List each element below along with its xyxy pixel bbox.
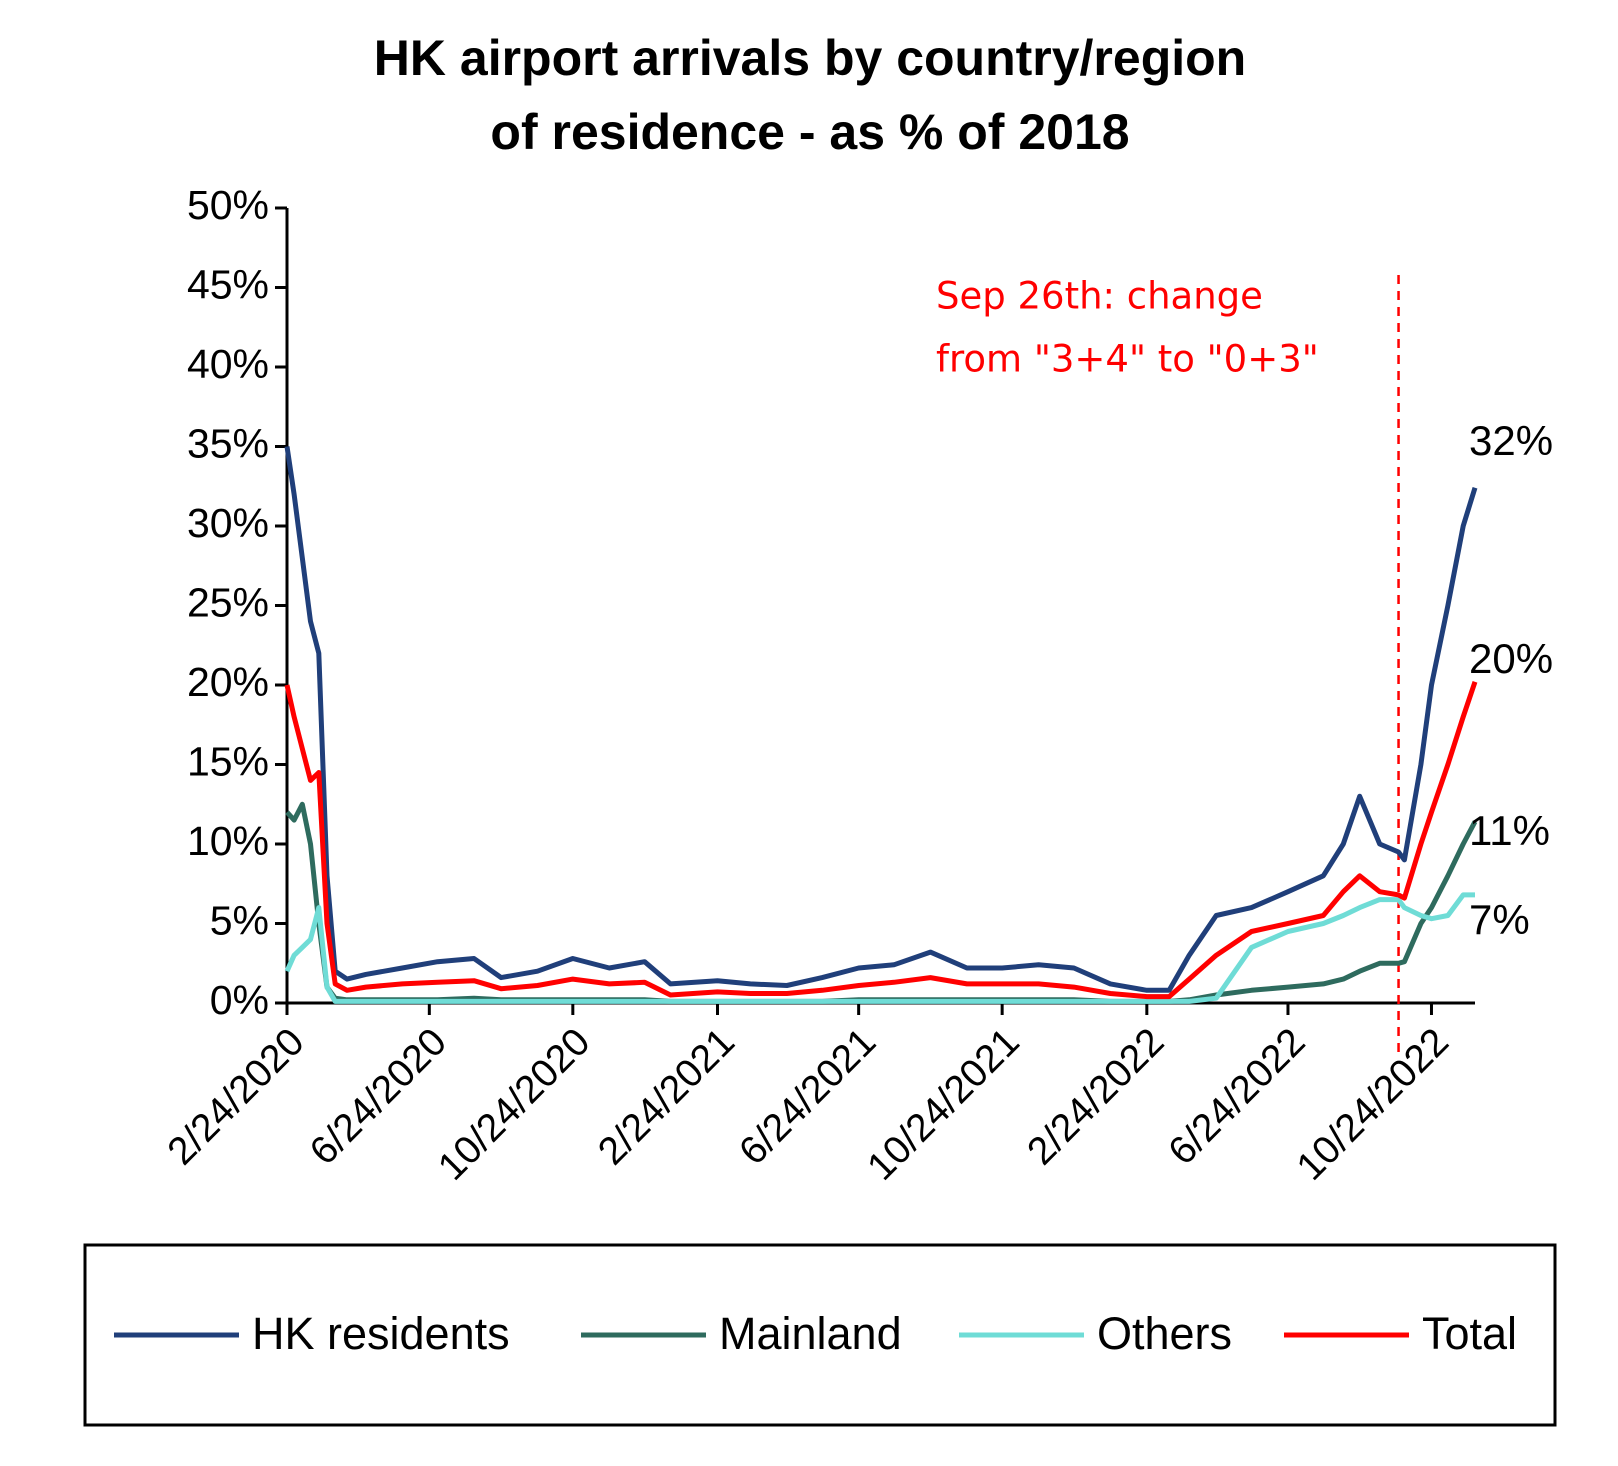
series-line <box>284 446 1478 993</box>
x-tick-label: 6/24/2020 <box>302 1020 455 1173</box>
legend-box <box>83 1243 1557 1427</box>
x-tick-label: 2/24/2020 <box>160 1020 313 1173</box>
x-tick-label: 2/24/2021 <box>590 1020 743 1173</box>
series-line <box>284 681 1478 1000</box>
legend-label: HK residents <box>252 1308 510 1359</box>
end-label: 11% <box>1469 807 1550 854</box>
y-tick-label: 45% <box>187 261 269 307</box>
y-tick-label: 25% <box>187 579 269 625</box>
series-line <box>285 801 1478 1004</box>
x-tick-label: 6/24/2021 <box>731 1020 884 1173</box>
end-label: 7% <box>1469 896 1530 943</box>
annotation-text: Sep 26th: change <box>936 275 1263 318</box>
end-label: 32% <box>1469 417 1553 464</box>
legend-label: Mainland <box>719 1308 902 1359</box>
legend-label: Total <box>1422 1308 1517 1359</box>
y-tick-label: 15% <box>187 738 269 784</box>
x-tick-label: 10/24/2021 <box>859 1020 1027 1188</box>
y-tick-label: 35% <box>187 420 269 466</box>
x-tick-label: 10/24/2020 <box>430 1020 598 1188</box>
y-tick-label: 20% <box>187 659 269 705</box>
end-label: 20% <box>1469 635 1553 682</box>
y-tick-label: 5% <box>210 897 269 943</box>
x-tick-label: 2/24/2022 <box>1019 1020 1172 1173</box>
chart-title: of residence - as % of 2018 <box>490 104 1129 160</box>
chart-title: HK airport arrivals by country/region <box>374 30 1246 86</box>
y-tick-label: 50% <box>187 182 269 228</box>
legend-label: Others <box>1097 1308 1232 1359</box>
y-tick-label: 0% <box>210 977 269 1023</box>
x-tick-label: 10/24/2022 <box>1289 1020 1457 1188</box>
annotation-text: from "3+4" to "0+3" <box>936 338 1319 381</box>
series-line <box>284 892 1475 1004</box>
y-tick-label: 10% <box>187 818 269 864</box>
y-tick-label: 30% <box>187 500 269 546</box>
x-tick-label: 6/24/2022 <box>1161 1020 1314 1173</box>
y-tick-label: 40% <box>187 341 269 387</box>
